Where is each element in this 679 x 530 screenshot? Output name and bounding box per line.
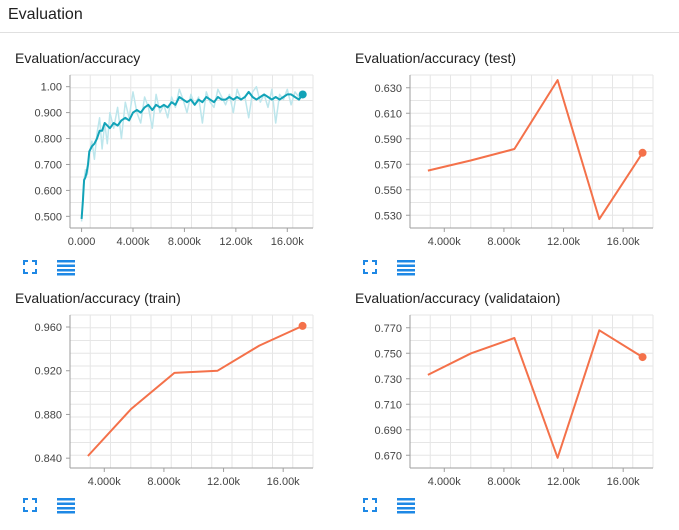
y-tick-label: 0.610: [374, 108, 402, 120]
chart-card: Evaluation/accuracy (test) 0.530 0.550 0.5…: [355, 50, 679, 290]
data-table-button[interactable]: [56, 496, 75, 514]
series-line: [427, 79, 644, 221]
y-tick-label: 0.550: [374, 185, 402, 197]
x-tick-label: 8.000k: [487, 476, 521, 488]
chart-title: Evaluation/accuracy (validataion): [355, 290, 561, 306]
chart-svg: 0.500 0.600 0.700 0.800 0.900 1.00 0.000 4.000k…: [34, 74, 314, 248]
expand-button[interactable]: [361, 496, 379, 514]
expand-icon: [23, 498, 37, 512]
data-table-button[interactable]: [396, 258, 415, 276]
x-tick-label: 12.00k: [219, 236, 253, 248]
data-table-icon: [397, 498, 415, 514]
expand-button[interactable]: [21, 496, 39, 514]
data-table-icon: [57, 498, 75, 514]
y-tick-label: 0.670: [374, 450, 402, 462]
chart-title: Evaluation/accuracy (test): [355, 50, 517, 66]
x-tick-label: 4.000k: [428, 236, 462, 248]
y-tick-label: 0.840: [34, 453, 62, 465]
y-tick-label: 0.960: [34, 322, 62, 334]
y-tick-label: 0.900: [34, 108, 62, 120]
y-tick-label: 0.750: [374, 348, 402, 360]
y-tick-label: 0.590: [374, 134, 402, 146]
last-point-marker[interactable]: [638, 148, 647, 157]
expand-icon: [363, 260, 377, 274]
data-table-icon: [57, 260, 75, 276]
expand-button[interactable]: [21, 258, 39, 276]
x-tick-label: 16.00k: [271, 236, 305, 248]
data-table-button[interactable]: [396, 496, 415, 514]
chart-card: Evaluation/accuracy (validataion) 0.670 0…: [355, 290, 679, 530]
expand-icon: [23, 260, 37, 274]
expand-icon: [363, 498, 377, 512]
x-tick-label: 8.000k: [147, 476, 181, 488]
series-line: [87, 324, 304, 457]
chart-svg: 0.670 0.690 0.710 0.730 0.750 0.770 4.000k 8.00…: [374, 314, 654, 488]
last-point-marker[interactable]: [638, 353, 647, 362]
expand-button[interactable]: [361, 258, 379, 276]
chart-title: Evaluation/accuracy: [15, 50, 141, 66]
x-tick-label: 0.000: [68, 236, 96, 248]
y-tick-label: 0.500: [34, 211, 62, 223]
y-tick-label: 0.770: [374, 323, 402, 335]
last-point-marker[interactable]: [298, 321, 307, 330]
x-tick-label: 8.000k: [487, 236, 521, 248]
x-tick-label: 4.000k: [88, 476, 122, 488]
y-tick-label: 0.730: [374, 374, 402, 386]
raw-series-line: [80, 85, 304, 222]
x-tick-label: 16.00k: [607, 476, 641, 488]
chart-title: Evaluation/accuracy (train): [15, 290, 181, 306]
y-tick-label: 0.920: [34, 366, 62, 378]
y-tick-label: 0.800: [34, 134, 62, 146]
x-tick-label: 12.00k: [547, 236, 581, 248]
y-tick-label: 0.600: [34, 185, 62, 197]
y-tick-label: 0.700: [34, 159, 62, 171]
x-tick-label: 12.00k: [207, 476, 241, 488]
chart-card: Evaluation/accuracy 0.500 0.600 0.700 0.800…: [15, 50, 345, 290]
data-table-button[interactable]: [56, 258, 75, 276]
x-tick-label: 16.00k: [267, 476, 301, 488]
y-tick-label: 1.00: [41, 82, 62, 94]
x-tick-label: 4.000k: [428, 476, 462, 488]
y-tick-label: 0.570: [374, 159, 402, 171]
y-tick-label: 0.630: [374, 83, 402, 95]
x-tick-label: 8.000k: [168, 236, 202, 248]
chart-svg: 0.530 0.550 0.570 0.590 0.610 0.630 4.000k 8.00…: [374, 74, 654, 248]
data-table-icon: [397, 260, 415, 276]
chart-svg: 0.840 0.880 0.920 0.960 4.000k 8.000k 12.00k 16…: [34, 314, 314, 488]
chart-card: Evaluation/accuracy (train) 0.840 0.880 0.…: [15, 290, 345, 530]
x-tick-label: 4.000k: [116, 236, 150, 248]
section-header[interactable]: Evaluation: [0, 0, 679, 33]
y-tick-label: 0.530: [374, 210, 402, 222]
x-tick-label: 16.00k: [607, 236, 641, 248]
y-tick-label: 0.710: [374, 399, 402, 411]
series-line: [80, 90, 304, 219]
section-title: Evaluation: [8, 6, 83, 23]
y-tick-label: 0.690: [374, 425, 402, 437]
last-point-marker[interactable]: [298, 90, 307, 99]
series-line: [427, 329, 644, 459]
x-tick-label: 12.00k: [547, 476, 581, 488]
y-tick-label: 0.880: [34, 409, 62, 421]
